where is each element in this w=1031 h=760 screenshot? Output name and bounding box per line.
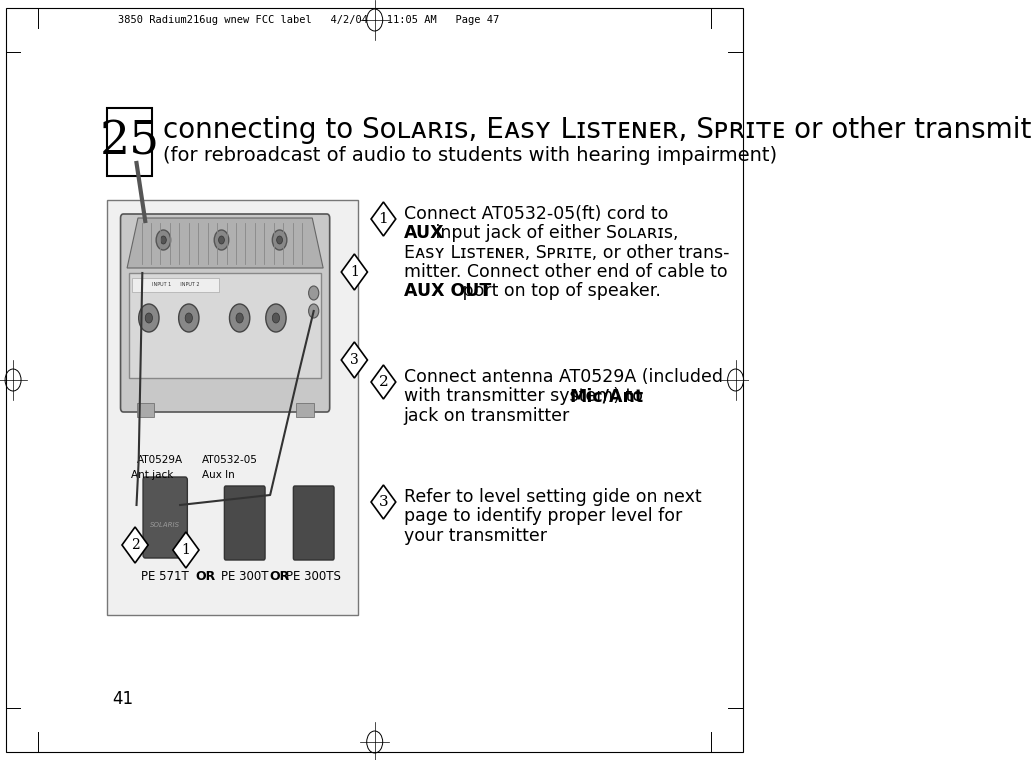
Circle shape bbox=[276, 236, 282, 244]
Circle shape bbox=[186, 313, 193, 323]
Text: input jack of either Sᴏʟᴀʀɪs,: input jack of either Sᴏʟᴀʀɪs, bbox=[430, 224, 678, 242]
Text: page to identify proper level for: page to identify proper level for bbox=[404, 508, 681, 525]
Text: 25: 25 bbox=[100, 119, 160, 165]
Bar bbox=[107, 108, 153, 176]
Bar bbox=[136, 403, 154, 417]
Text: PE 571T: PE 571T bbox=[141, 570, 189, 583]
Bar bbox=[296, 403, 313, 417]
Text: 3: 3 bbox=[350, 353, 359, 367]
Text: OR: OR bbox=[196, 570, 215, 583]
Text: 3850 Radium216ug wnew FCC label   4/2/04   11:05 AM   Page 47: 3850 Radium216ug wnew FCC label 4/2/04 1… bbox=[118, 15, 499, 25]
Circle shape bbox=[272, 230, 287, 250]
Circle shape bbox=[236, 313, 243, 323]
FancyBboxPatch shape bbox=[129, 273, 321, 378]
Text: 1: 1 bbox=[350, 265, 359, 279]
Text: 2: 2 bbox=[131, 538, 139, 552]
Bar bbox=[132, 278, 220, 292]
Polygon shape bbox=[127, 218, 323, 268]
Text: your transmitter: your transmitter bbox=[404, 527, 546, 545]
Text: 2: 2 bbox=[378, 375, 389, 389]
Text: connecting to Sᴏʟᴀʀɪs, Eᴀsʏ Lɪsᴛᴇɴᴇʀ, Sᴘʀɪᴛᴇ or other transmitter: connecting to Sᴏʟᴀʀɪs, Eᴀsʏ Lɪsᴛᴇɴᴇʀ, Sᴘ… bbox=[163, 116, 1031, 144]
Text: Refer to level setting gide on next: Refer to level setting gide on next bbox=[404, 488, 701, 506]
FancyBboxPatch shape bbox=[225, 486, 265, 560]
Circle shape bbox=[161, 236, 166, 244]
Bar bbox=[107, 200, 358, 615]
Text: Connect AT0532-05(ft) cord to: Connect AT0532-05(ft) cord to bbox=[404, 205, 668, 223]
Circle shape bbox=[308, 304, 319, 318]
Text: mitter. Connect other end of cable to: mitter. Connect other end of cable to bbox=[404, 263, 728, 281]
Text: PE 300TS: PE 300TS bbox=[287, 570, 341, 583]
Polygon shape bbox=[341, 342, 367, 378]
Text: 1: 1 bbox=[181, 543, 191, 557]
Circle shape bbox=[178, 304, 199, 332]
FancyBboxPatch shape bbox=[294, 486, 334, 560]
Text: Mic/Ant: Mic/Ant bbox=[569, 388, 643, 405]
Text: (for rebroadcast of audio to students with hearing impairment): (for rebroadcast of audio to students wi… bbox=[163, 146, 776, 165]
Text: 1: 1 bbox=[378, 212, 389, 226]
Text: AT0529A: AT0529A bbox=[136, 455, 182, 465]
Text: port on top of speaker.: port on top of speaker. bbox=[458, 283, 661, 300]
Text: SOLARIS: SOLARIS bbox=[151, 522, 180, 528]
Circle shape bbox=[308, 286, 319, 300]
Polygon shape bbox=[371, 365, 396, 399]
Polygon shape bbox=[122, 527, 148, 563]
Text: INPUT 1      INPUT 2: INPUT 1 INPUT 2 bbox=[152, 283, 199, 287]
Text: Connect antenna AT0529A (included: Connect antenna AT0529A (included bbox=[404, 368, 723, 386]
Text: Ant jack: Ant jack bbox=[131, 470, 173, 480]
Circle shape bbox=[156, 230, 171, 250]
Circle shape bbox=[139, 304, 159, 332]
Text: Aux In: Aux In bbox=[202, 470, 235, 480]
Text: Eᴀsʏ Lɪsᴛᴇɴᴇʀ, Sᴘʀɪᴛᴇ, or other trans-: Eᴀsʏ Lɪsᴛᴇɴᴇʀ, Sᴘʀɪᴛᴇ, or other trans- bbox=[404, 244, 729, 261]
Text: PE 300T: PE 300T bbox=[221, 570, 268, 583]
Text: 41: 41 bbox=[112, 690, 134, 708]
FancyBboxPatch shape bbox=[143, 477, 188, 558]
Circle shape bbox=[219, 236, 225, 244]
Text: jack on transmitter: jack on transmitter bbox=[404, 407, 570, 425]
Text: AUX OUT: AUX OUT bbox=[404, 283, 491, 300]
Circle shape bbox=[145, 313, 153, 323]
Text: 3: 3 bbox=[378, 495, 389, 509]
Text: OR: OR bbox=[269, 570, 290, 583]
Text: with transmitter system) to: with transmitter system) to bbox=[404, 388, 648, 405]
Text: AUX: AUX bbox=[404, 224, 444, 242]
Polygon shape bbox=[371, 202, 396, 236]
Circle shape bbox=[266, 304, 287, 332]
Circle shape bbox=[230, 304, 250, 332]
Polygon shape bbox=[371, 485, 396, 519]
Text: AT0532-05: AT0532-05 bbox=[202, 455, 258, 465]
Circle shape bbox=[214, 230, 229, 250]
Polygon shape bbox=[173, 532, 199, 568]
Circle shape bbox=[272, 313, 279, 323]
FancyBboxPatch shape bbox=[121, 214, 330, 412]
Polygon shape bbox=[341, 254, 367, 290]
